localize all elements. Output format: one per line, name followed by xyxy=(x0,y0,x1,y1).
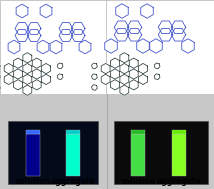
Polygon shape xyxy=(154,63,160,69)
Polygon shape xyxy=(114,29,129,41)
Polygon shape xyxy=(42,64,51,74)
Polygon shape xyxy=(111,58,119,68)
Text: aggregate: aggregate xyxy=(51,177,95,186)
Bar xyxy=(8,121,98,184)
Polygon shape xyxy=(27,30,41,41)
Polygon shape xyxy=(129,80,138,90)
Polygon shape xyxy=(4,74,13,84)
Polygon shape xyxy=(40,4,52,18)
Bar xyxy=(26,130,40,134)
Bar xyxy=(66,134,80,176)
Polygon shape xyxy=(71,22,85,34)
Polygon shape xyxy=(15,30,29,41)
Polygon shape xyxy=(92,74,97,80)
Polygon shape xyxy=(127,29,142,41)
Polygon shape xyxy=(23,85,32,95)
Polygon shape xyxy=(23,53,32,63)
Polygon shape xyxy=(120,53,129,63)
Polygon shape xyxy=(16,4,28,18)
Polygon shape xyxy=(92,63,97,69)
Bar xyxy=(26,134,40,176)
Polygon shape xyxy=(42,74,51,84)
Polygon shape xyxy=(13,80,22,90)
Polygon shape xyxy=(59,22,73,34)
Polygon shape xyxy=(50,40,62,54)
Polygon shape xyxy=(139,74,147,84)
Polygon shape xyxy=(182,39,194,53)
Polygon shape xyxy=(120,74,129,84)
Polygon shape xyxy=(37,40,49,54)
Polygon shape xyxy=(129,58,138,68)
Polygon shape xyxy=(114,21,129,33)
Polygon shape xyxy=(171,29,186,41)
Text: solution: solution xyxy=(15,177,51,186)
Bar xyxy=(131,130,145,134)
Polygon shape xyxy=(79,40,91,54)
Bar xyxy=(172,130,186,134)
Bar xyxy=(172,134,186,176)
Polygon shape xyxy=(27,22,41,34)
Polygon shape xyxy=(158,21,173,33)
Polygon shape xyxy=(120,85,129,95)
Text: aggregate: aggregate xyxy=(157,177,201,186)
Polygon shape xyxy=(139,64,147,74)
Polygon shape xyxy=(92,85,97,90)
Polygon shape xyxy=(32,58,41,68)
Polygon shape xyxy=(171,21,186,33)
Polygon shape xyxy=(116,4,128,18)
Bar xyxy=(114,121,208,184)
Polygon shape xyxy=(127,21,142,33)
Polygon shape xyxy=(8,40,20,54)
Polygon shape xyxy=(154,74,160,80)
Polygon shape xyxy=(111,69,119,79)
Bar xyxy=(1,1,106,94)
Polygon shape xyxy=(4,64,13,74)
Polygon shape xyxy=(13,58,22,68)
Polygon shape xyxy=(137,39,149,53)
Polygon shape xyxy=(111,80,119,90)
Polygon shape xyxy=(120,64,129,74)
Bar xyxy=(131,134,145,176)
Polygon shape xyxy=(32,80,41,90)
Polygon shape xyxy=(13,69,22,79)
Polygon shape xyxy=(23,74,32,84)
Polygon shape xyxy=(129,69,138,79)
Polygon shape xyxy=(59,30,73,41)
Text: solution: solution xyxy=(120,177,156,186)
Polygon shape xyxy=(57,74,63,80)
Polygon shape xyxy=(105,39,117,53)
Polygon shape xyxy=(71,30,85,41)
Bar xyxy=(66,130,80,134)
Polygon shape xyxy=(101,74,110,84)
Polygon shape xyxy=(32,69,41,79)
Polygon shape xyxy=(15,22,29,34)
Polygon shape xyxy=(23,64,32,74)
Polygon shape xyxy=(57,63,63,69)
Polygon shape xyxy=(141,4,153,18)
Polygon shape xyxy=(150,39,162,53)
Bar xyxy=(107,1,214,94)
Polygon shape xyxy=(101,64,110,74)
Polygon shape xyxy=(158,29,173,41)
